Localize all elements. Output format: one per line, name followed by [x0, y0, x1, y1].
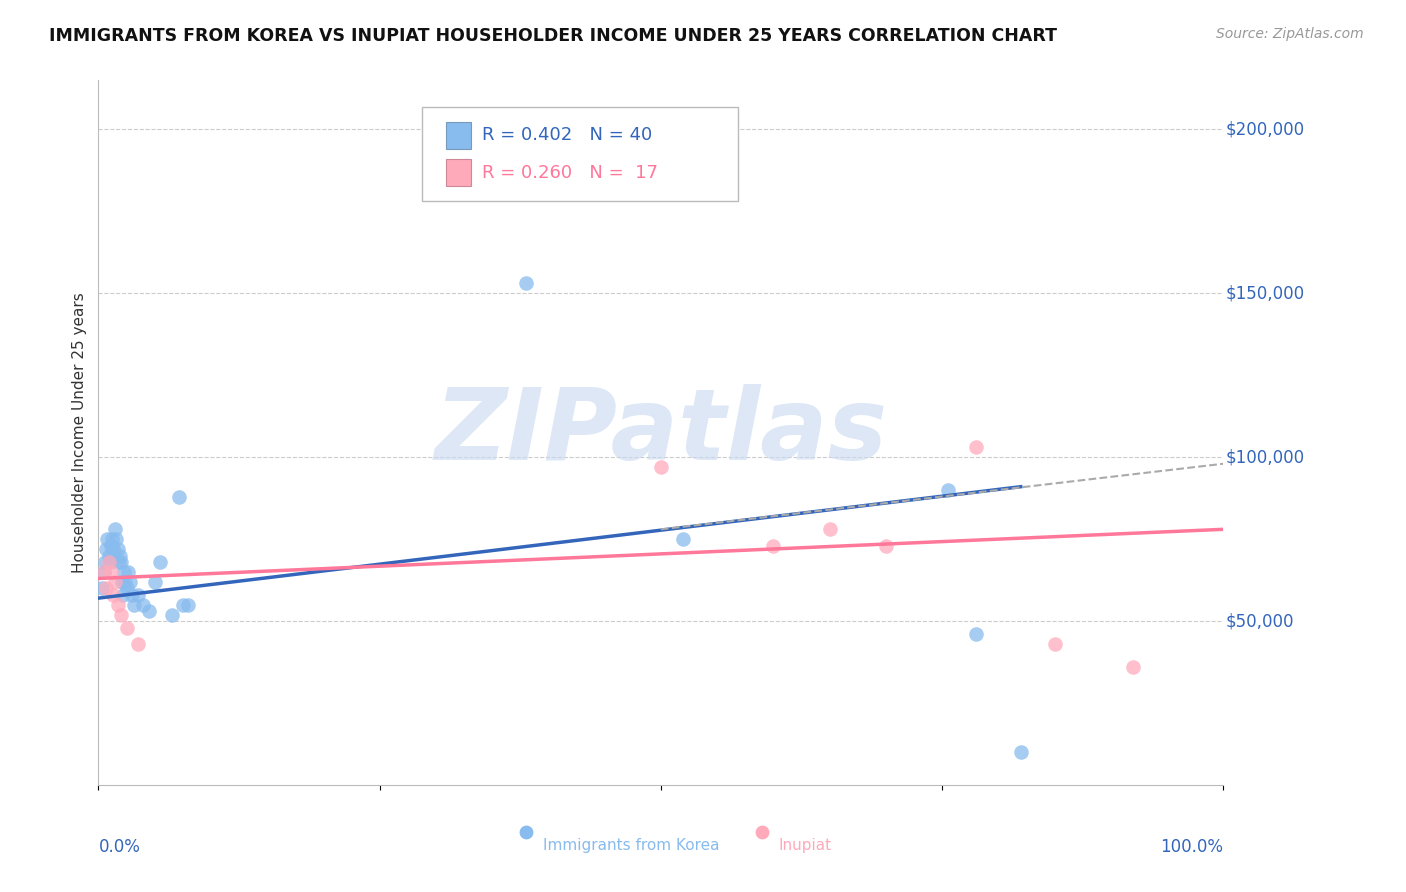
Text: Inupiat: Inupiat	[779, 838, 832, 853]
Point	[97, 549, 120, 563]
Point	[936, 483, 959, 497]
Point	[90, 582, 112, 596]
Text: 0.0%: 0.0%	[98, 838, 141, 855]
Point	[115, 621, 138, 635]
Point	[93, 565, 115, 579]
Point	[100, 565, 122, 579]
Point	[672, 532, 695, 546]
Point	[107, 555, 129, 569]
Point	[515, 277, 537, 291]
Point	[96, 582, 118, 596]
Point	[101, 588, 124, 602]
Point	[101, 532, 124, 546]
Point	[110, 607, 132, 622]
Point	[127, 637, 149, 651]
Text: $50,000: $50,000	[1226, 612, 1294, 630]
Text: R = 0.402   N = 40: R = 0.402 N = 40	[482, 127, 652, 145]
Text: ZIPatlas: ZIPatlas	[434, 384, 887, 481]
Point	[121, 588, 143, 602]
Point	[138, 604, 160, 618]
Point	[143, 574, 166, 589]
Point	[104, 574, 127, 589]
Point	[112, 588, 135, 602]
Point	[818, 522, 841, 536]
Text: $200,000: $200,000	[1226, 120, 1305, 138]
Point	[515, 778, 537, 792]
Point	[112, 565, 135, 579]
Point	[118, 574, 141, 589]
Point	[100, 539, 122, 553]
Point	[98, 555, 121, 569]
Point	[115, 582, 138, 596]
Point	[108, 549, 131, 563]
Point	[96, 532, 118, 546]
Y-axis label: Householder Income Under 25 years: Householder Income Under 25 years	[72, 293, 87, 573]
Point	[93, 565, 115, 579]
Text: R = 0.260   N =  17: R = 0.260 N = 17	[482, 163, 658, 181]
Point	[104, 522, 127, 536]
Point	[132, 598, 155, 612]
Text: $100,000: $100,000	[1226, 448, 1305, 467]
Point	[114, 574, 136, 589]
Point	[94, 555, 117, 569]
Text: 100.0%: 100.0%	[1160, 838, 1223, 855]
Point	[172, 598, 194, 612]
Point	[124, 598, 146, 612]
Point	[107, 541, 129, 556]
Point	[965, 441, 987, 455]
Point	[751, 778, 773, 792]
Point	[101, 541, 124, 556]
Point	[103, 549, 125, 563]
Point	[110, 555, 132, 569]
Text: Immigrants from Korea: Immigrants from Korea	[543, 838, 720, 853]
Point	[117, 565, 139, 579]
Point	[1122, 660, 1144, 674]
Text: Source: ZipAtlas.com: Source: ZipAtlas.com	[1216, 27, 1364, 41]
Point	[965, 627, 987, 641]
Point	[1010, 745, 1032, 759]
Point	[149, 555, 172, 569]
Point	[1043, 637, 1066, 651]
Point	[127, 588, 149, 602]
Point	[177, 598, 200, 612]
Point	[875, 539, 897, 553]
Point	[762, 539, 785, 553]
Point	[97, 555, 120, 569]
Point	[96, 541, 118, 556]
Point	[650, 460, 672, 475]
Point	[169, 490, 191, 504]
Text: IMMIGRANTS FROM KOREA VS INUPIAT HOUSEHOLDER INCOME UNDER 25 YEARS CORRELATION C: IMMIGRANTS FROM KOREA VS INUPIAT HOUSEHO…	[49, 27, 1057, 45]
Point	[105, 532, 128, 546]
Point	[160, 607, 183, 622]
Text: $150,000: $150,000	[1226, 285, 1305, 302]
Point	[111, 574, 134, 589]
Point	[107, 598, 129, 612]
